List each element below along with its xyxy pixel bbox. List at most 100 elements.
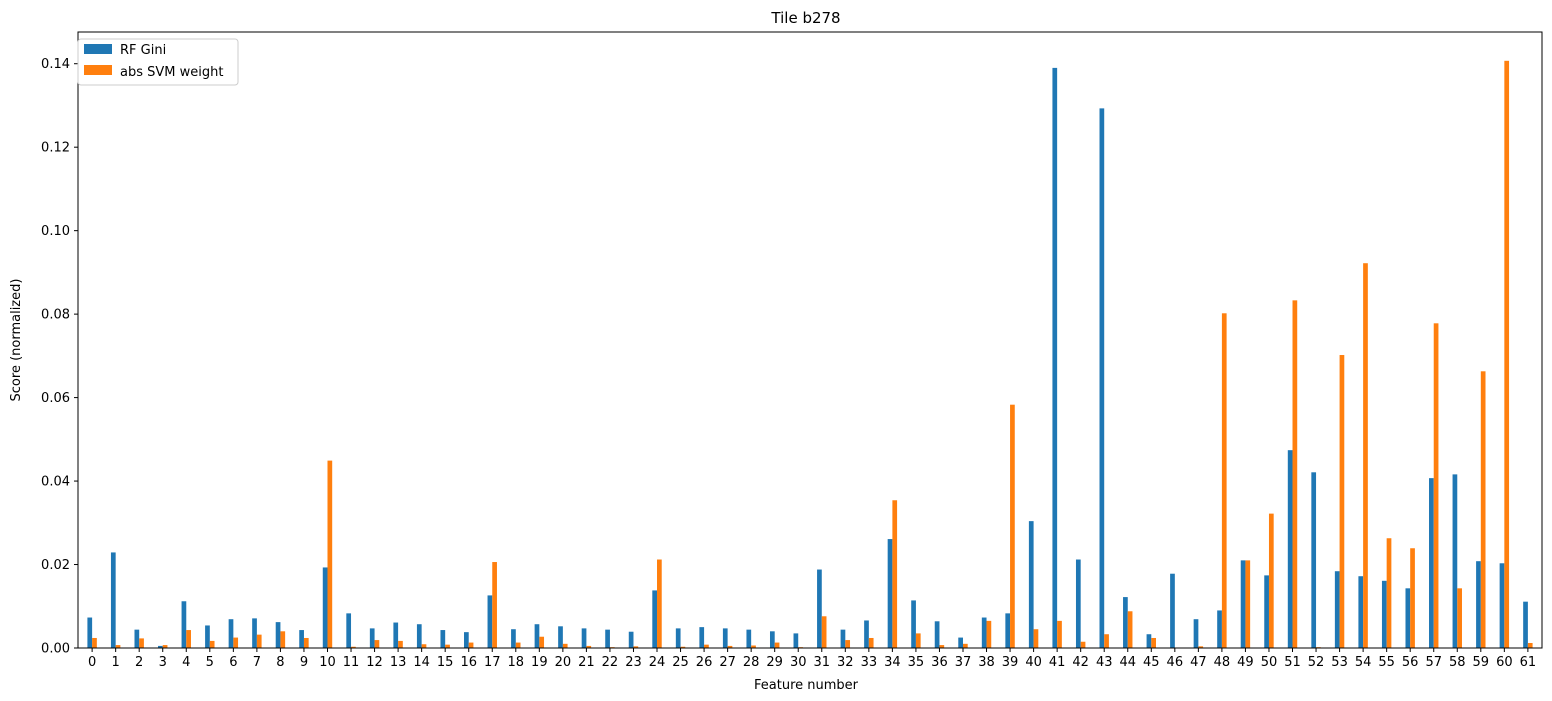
bar-abs-svm-weight-4 <box>186 630 191 648</box>
x-tick-label-56: 56 <box>1402 655 1419 670</box>
bar-abs-svm-weight-59 <box>1480 371 1486 648</box>
bar-rf-gini-30 <box>793 633 799 648</box>
y-tick-label-7: 0.14 <box>41 57 70 72</box>
bar-abs-svm-weight-27 <box>727 645 733 648</box>
x-tick-label-25: 25 <box>672 655 689 670</box>
bar-rf-gini-36 <box>934 621 940 648</box>
bar-abs-svm-weight-51 <box>1292 300 1298 648</box>
bar-abs-svm-weight-47 <box>1198 646 1204 648</box>
bar-rf-gini-50 <box>1264 575 1269 648</box>
bar-rf-gini-4 <box>181 601 187 648</box>
bar-rf-gini-5 <box>205 625 210 648</box>
bar-abs-svm-weight-26 <box>704 644 709 648</box>
bar-abs-svm-weight-36 <box>939 645 945 648</box>
y-tick-label-6: 0.12 <box>41 141 70 156</box>
bar-rf-gini-61 <box>1523 601 1528 648</box>
bar-rf-gini-19 <box>534 624 540 648</box>
bar-abs-svm-weight-20 <box>562 643 568 648</box>
legend-swatch-abs-svm-weight <box>84 65 112 75</box>
x-tick-label-2: 2 <box>135 655 143 670</box>
bar-abs-svm-weight-21 <box>586 645 592 648</box>
bar-rf-gini-60 <box>1499 563 1505 648</box>
x-tick-label-8: 8 <box>276 655 284 670</box>
bar-abs-svm-weight-32 <box>845 640 851 648</box>
x-tick-label-37: 37 <box>955 655 972 670</box>
x-tick-label-28: 28 <box>743 655 760 670</box>
bar-rf-gini-24 <box>652 590 658 648</box>
bar-rf-gini-31 <box>817 569 822 648</box>
bar-abs-svm-weight-19 <box>539 636 545 648</box>
x-tick-label-38: 38 <box>978 655 995 670</box>
bar-rf-gini-17 <box>487 595 493 648</box>
x-tick-label-35: 35 <box>908 655 925 670</box>
x-tick-label-46: 46 <box>1167 655 1184 670</box>
bar-rf-gini-18 <box>511 629 516 648</box>
y-tick-label-0: 0.00 <box>41 642 70 657</box>
bar-abs-svm-weight-57 <box>1433 323 1439 648</box>
bar-rf-gini-32 <box>840 629 846 648</box>
x-tick-label-13: 13 <box>390 655 407 670</box>
x-tick-label-12: 12 <box>366 655 383 670</box>
bar-rf-gini-29 <box>769 631 775 648</box>
bar-rf-gini-26 <box>699 627 705 648</box>
x-tick-label-16: 16 <box>460 655 477 670</box>
y-tick-label-1: 0.02 <box>41 558 70 573</box>
x-tick-label-29: 29 <box>766 655 783 670</box>
bar-rf-gini-25 <box>675 628 681 648</box>
bar-rf-gini-23 <box>628 631 634 648</box>
x-tick-label-39: 39 <box>1002 655 1019 670</box>
bar-abs-svm-weight-50 <box>1268 513 1274 648</box>
bar-rf-gini-59 <box>1476 561 1481 648</box>
legend-label-rf-gini: RF Gini <box>120 43 166 58</box>
bar-abs-svm-weight-2 <box>139 638 144 648</box>
bar-abs-svm-weight-15 <box>445 644 450 648</box>
bar-rf-gini-15 <box>440 630 446 648</box>
x-axis-title: Feature number <box>754 678 859 693</box>
bar-rf-gini-34 <box>887 539 893 648</box>
bar-rf-gini-7 <box>252 618 257 648</box>
x-tick-label-14: 14 <box>413 655 430 670</box>
bars-layer <box>87 60 1533 649</box>
x-tick-label-57: 57 <box>1425 655 1442 670</box>
bar-rf-gini-41 <box>1052 67 1058 648</box>
bar-rf-gini-11 <box>346 613 352 648</box>
x-tick-label-1: 1 <box>112 655 120 670</box>
x-tick-label-0: 0 <box>88 655 96 670</box>
y-tick-label-2: 0.04 <box>41 475 70 490</box>
bar-abs-svm-weight-7 <box>256 634 262 648</box>
bar-rf-gini-43 <box>1099 108 1105 649</box>
bar-abs-svm-weight-40 <box>1033 629 1039 648</box>
bar-rf-gini-52 <box>1311 472 1317 648</box>
x-tick-label-52: 52 <box>1308 655 1325 670</box>
bar-abs-svm-weight-54 <box>1363 263 1368 648</box>
bar-abs-svm-weight-16 <box>468 642 474 648</box>
bar-rf-gini-42 <box>1075 559 1081 648</box>
bar-rf-gini-3 <box>158 645 163 648</box>
x-tick-label-45: 45 <box>1143 655 1160 670</box>
bar-rf-gini-39 <box>1005 613 1011 648</box>
y-axis-title: Score (normalized) <box>9 279 24 402</box>
bar-rf-gini-28 <box>746 629 752 648</box>
bar-abs-svm-weight-58 <box>1457 588 1462 648</box>
bar-abs-svm-weight-25 <box>680 646 686 648</box>
bar-abs-svm-weight-37 <box>962 643 968 648</box>
x-tick-label-31: 31 <box>813 655 830 670</box>
bar-abs-svm-weight-17 <box>492 562 497 648</box>
x-tick-label-40: 40 <box>1025 655 1042 670</box>
bar-rf-gini-21 <box>581 628 587 648</box>
x-tick-label-19: 19 <box>531 655 548 670</box>
x-tick-label-43: 43 <box>1096 655 1113 670</box>
x-tick-label-22: 22 <box>602 655 619 670</box>
x-tick-label-15: 15 <box>437 655 454 670</box>
x-tick-label-44: 44 <box>1119 655 1136 670</box>
bar-abs-svm-weight-42 <box>1080 641 1086 648</box>
bar-rf-gini-53 <box>1334 571 1340 648</box>
bar-abs-svm-weight-35 <box>915 633 921 648</box>
x-tick-label-6: 6 <box>229 655 237 670</box>
axes-layer <box>77 31 1543 649</box>
bar-rf-gini-12 <box>369 628 375 648</box>
bar-rf-gini-44 <box>1123 597 1128 648</box>
x-tick-label-5: 5 <box>206 655 214 670</box>
bar-abs-svm-weight-23 <box>633 646 639 648</box>
bar-rf-gini-1 <box>110 552 116 648</box>
